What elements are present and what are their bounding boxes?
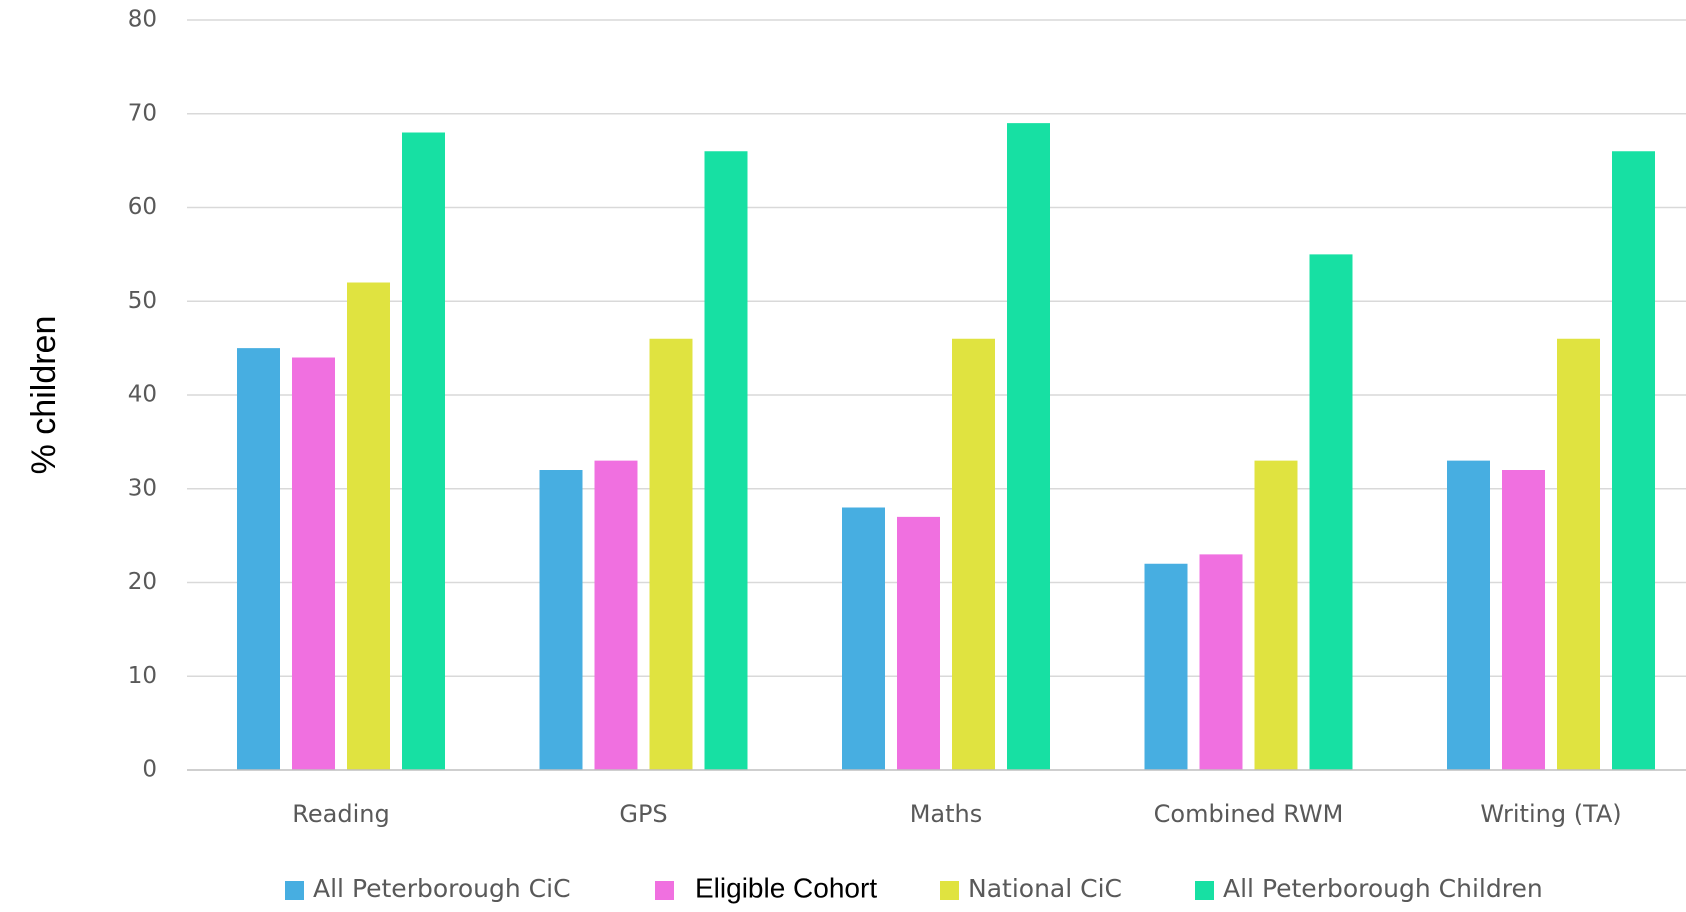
bar: [952, 338, 995, 770]
legend-label: All Peterborough Children: [1223, 874, 1543, 903]
bar: [842, 507, 885, 770]
bar: [237, 348, 280, 770]
y-tick-label: 20: [128, 569, 157, 595]
bar: [1612, 151, 1655, 770]
bar: [897, 516, 940, 770]
y-axis-ticks: 0 10 20 30 40 50 60 70 80: [128, 7, 157, 783]
x-tick-label: GPS: [619, 800, 667, 828]
y-tick-label: 70: [128, 100, 157, 126]
legend-swatch: [940, 881, 959, 900]
bar: [1199, 554, 1243, 770]
legend: All Peterborough CiC Eligible Cohort Natio…: [285, 872, 1543, 903]
bar: [347, 282, 390, 770]
x-tick-label: Reading: [292, 800, 389, 828]
y-tick-label: 40: [128, 382, 157, 408]
bar: [1144, 563, 1188, 770]
x-axis-categories: Reading GPS Maths Combined RWM Writing (TA): [292, 800, 1621, 828]
bar: [1254, 460, 1298, 770]
y-tick-label: 30: [128, 475, 157, 501]
x-tick-label: Maths: [910, 800, 983, 828]
y-tick-label: 80: [128, 7, 157, 33]
y-tick-label: 0: [142, 757, 157, 783]
legend-swatch: [655, 881, 674, 900]
bars: [237, 123, 1655, 770]
legend-label: National CiC: [968, 874, 1122, 903]
x-tick-label: Combined RWM: [1154, 800, 1344, 828]
bar: [1007, 123, 1050, 770]
y-tick-label: 60: [128, 194, 157, 220]
bar: [1447, 460, 1490, 770]
legend-label: Eligible Cohort: [695, 872, 877, 903]
legend-swatch: [285, 881, 304, 900]
x-tick-label: Writing (TA): [1480, 800, 1621, 828]
y-tick-label: 10: [128, 663, 157, 689]
y-tick-label: 50: [128, 288, 157, 314]
bar: [1557, 338, 1600, 770]
y-axis-label: % children: [25, 316, 63, 475]
bar: [704, 151, 748, 770]
bar: [594, 460, 638, 770]
legend-label: All Peterborough CiC: [313, 874, 571, 903]
legend-swatch: [1195, 881, 1214, 900]
bar: [402, 132, 445, 770]
bar: [1309, 254, 1353, 770]
bar: [292, 357, 335, 770]
bar: [1502, 470, 1545, 770]
bar: [649, 338, 693, 770]
bar: [539, 470, 583, 770]
